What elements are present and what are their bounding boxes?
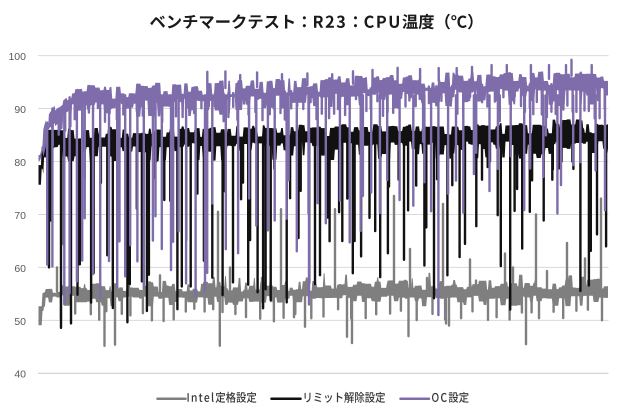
svg-text:50: 50 — [14, 316, 26, 328]
svg-text:90: 90 — [14, 104, 26, 116]
svg-text:40: 40 — [14, 369, 26, 381]
svg-text:70: 70 — [14, 210, 26, 222]
svg-text:100: 100 — [8, 51, 26, 63]
svg-text:80: 80 — [14, 157, 26, 169]
svg-text:60: 60 — [14, 263, 26, 275]
